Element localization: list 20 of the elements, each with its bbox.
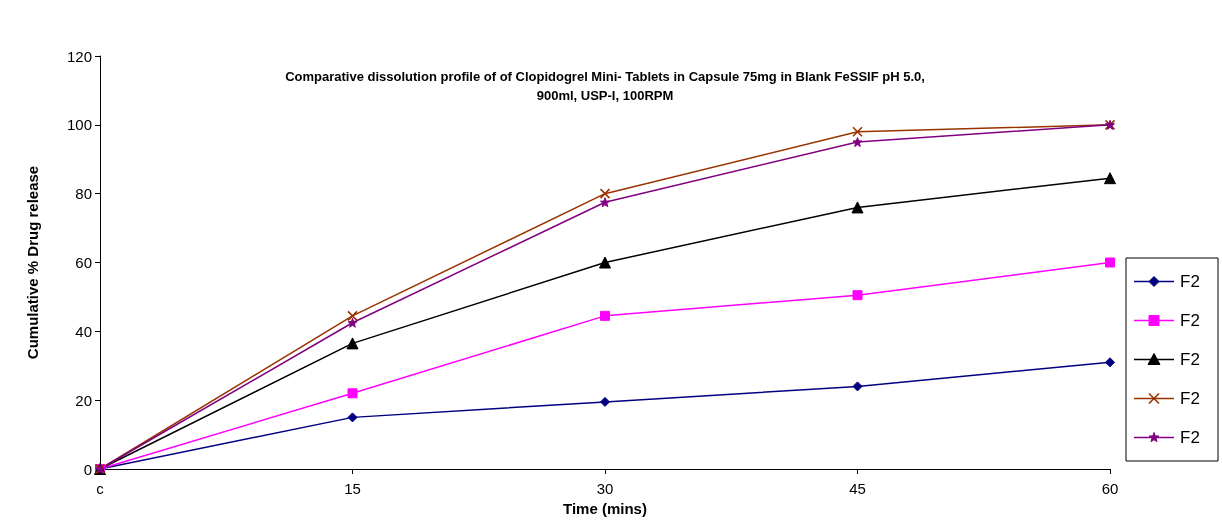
legend-label: F2 bbox=[1180, 389, 1200, 408]
legend-label: F2 bbox=[1180, 428, 1200, 447]
legend-label: F2 bbox=[1180, 272, 1200, 291]
y-axis-title: Cumulative % Drug release bbox=[24, 165, 41, 360]
text: Comparative dissolution profile of of Clopidogrel Mini- Tablets in Capsule 75mg in Blank FeSSIF pH 5.0, 900ml, USP-I, 100RPM bbox=[285, 69, 925, 103]
y-tick-label: 60 bbox=[75, 254, 92, 271]
y-tick-label: 80 bbox=[75, 185, 92, 203]
y-tick-label: 0 bbox=[83, 460, 92, 478]
x-tick-label: 45 bbox=[849, 480, 866, 497]
legend-label: F2 bbox=[1180, 311, 1200, 330]
legend-label: F2 bbox=[1180, 350, 1200, 369]
x-tick-label: c bbox=[96, 480, 105, 497]
y-tick-label: 100 bbox=[66, 116, 92, 134]
y-tick-label: 120 bbox=[66, 47, 92, 65]
x-tick-label: 60 bbox=[1101, 480, 1119, 497]
y-tick-label: 20 bbox=[75, 391, 92, 409]
x-tick-label: 30 bbox=[596, 480, 614, 497]
x-axis-title: Time (mins) bbox=[563, 499, 647, 517]
x-tick-label: 15 bbox=[344, 480, 361, 497]
y-tick-label: 40 bbox=[75, 322, 92, 340]
